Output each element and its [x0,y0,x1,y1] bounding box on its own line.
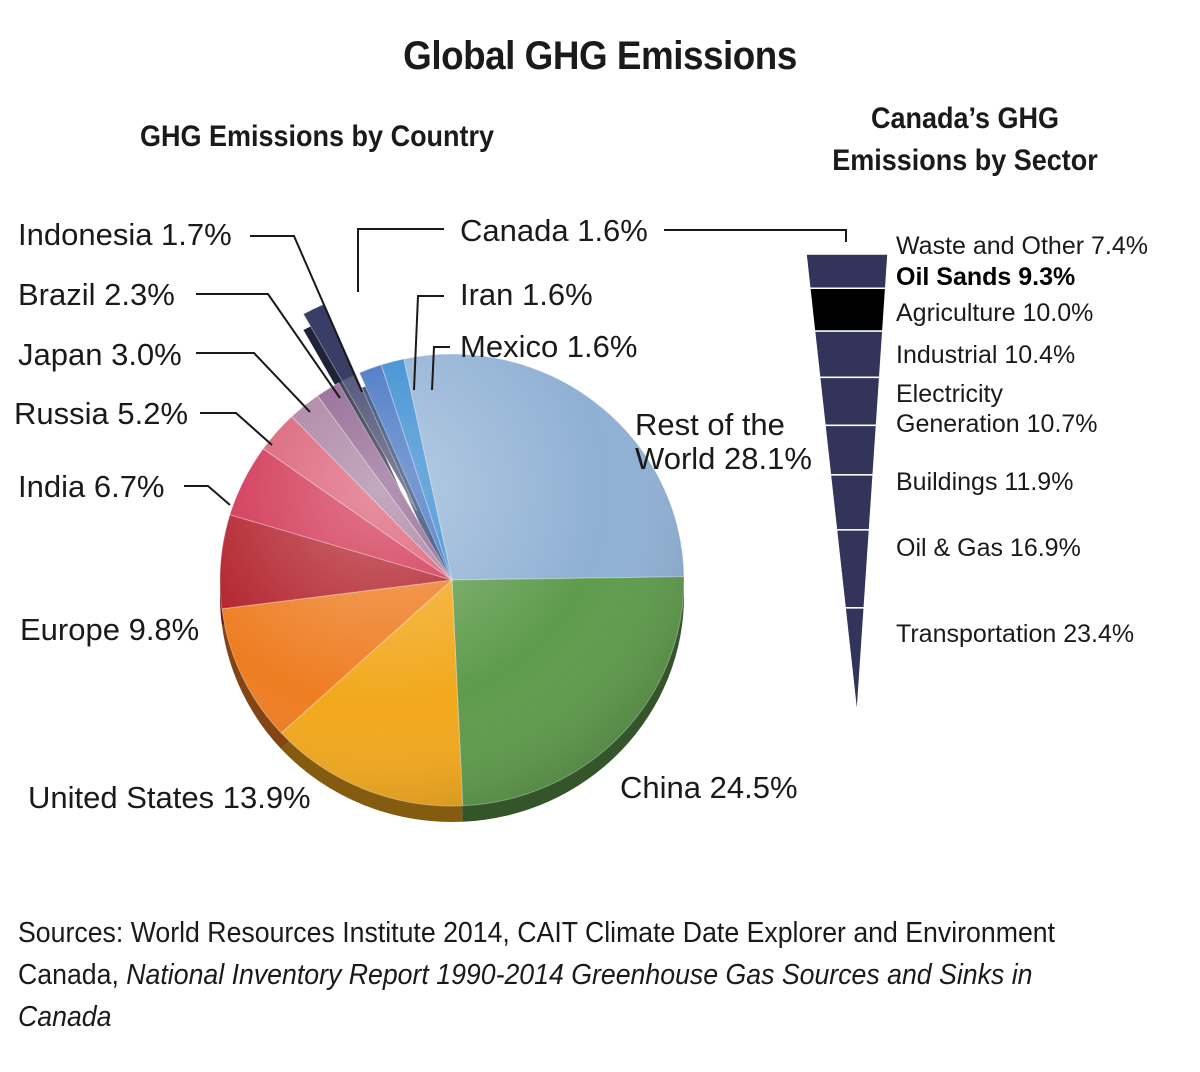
sources-report-title: National Inventory Report 1990-2014 Gree… [18,959,1033,1033]
pie-chart [219,303,685,822]
pie-label-iran: Iran 1.6% [460,277,593,312]
sector-segment-buildings [829,474,874,531]
sector-label-industrial: Industrial 10.4% [896,341,1075,369]
leader-line-brazil [196,293,341,399]
leader-line-canada [357,228,444,292]
sector-segment-oil-gas [835,529,871,609]
pie-label-mexico: Mexico 1.6% [460,329,637,364]
sector-label-agriculture: Agriculture 10.0% [896,299,1093,327]
sector-segment-waste-and-other [805,253,889,289]
sector-segment-oil-sands [808,287,887,332]
sources-note: Sources: World Resources Institute 2014,… [18,912,1085,1038]
pie-label-japan: Japan 3.0% [18,337,182,372]
sector-label-electricity-generation: Electricity [896,380,1003,408]
sector-chart-title: Canada’s GHG Emissions by Sector [832,102,1098,177]
sector-wedge-chart: Waste and Other 7.4% Oil Sands 9.3% Agricu… [664,229,1148,717]
sector-segment-transportation [844,607,866,717]
leader-line-canada-to-sectors [664,229,847,242]
sector-segment-agriculture [813,330,884,379]
pie-label-russia: Russia 5.2% [14,396,188,431]
leader-line-indonesia [250,235,363,393]
pie-chart-title: GHG Emissions by Country [140,120,495,153]
chart-title: Global GHG Emissions [403,34,797,78]
sector-segment-electricity-generation [824,424,878,476]
pie-label-rest-of-the-world: Rest of the [635,407,785,442]
leader-line-india [184,485,231,506]
sector-label-oil-gas: Oil & Gas 16.9% [896,534,1081,562]
pie-label-indonesia: Indonesia 1.7% [18,217,232,252]
sector-segment-industrial [818,376,881,427]
leader-line-japan [196,352,311,413]
leader-line-russia [200,412,273,446]
sector-label-waste-and-other: Waste and Other 7.4% [896,232,1148,260]
pie-label-india: India 6.7% [18,469,165,504]
leader-line-mexico [431,346,450,391]
leader-line-iran [413,295,444,391]
sources-text: Sources: World Resources Institute 2014,… [18,917,1056,991]
pie-label-rest-of-the-world: World 28.1% [635,441,812,476]
pie-label-china: China 24.5% [620,770,798,805]
pie-label-brazil: Brazil 2.3% [18,277,175,312]
sector-label-transportation: Transportation 23.4% [896,620,1134,648]
pie-label-canada: Canada 1.6% [460,213,648,248]
sector-label-electricity-generation: Generation 10.7% [896,410,1098,438]
sector-label-buildings: Buildings 11.9% [896,468,1073,496]
pie-label-united-states: United States 13.9% [28,780,311,815]
sector-label-oil-sands: Oil Sands 9.3% [896,263,1075,291]
pie-label-europe: Europe 9.8% [20,612,199,647]
